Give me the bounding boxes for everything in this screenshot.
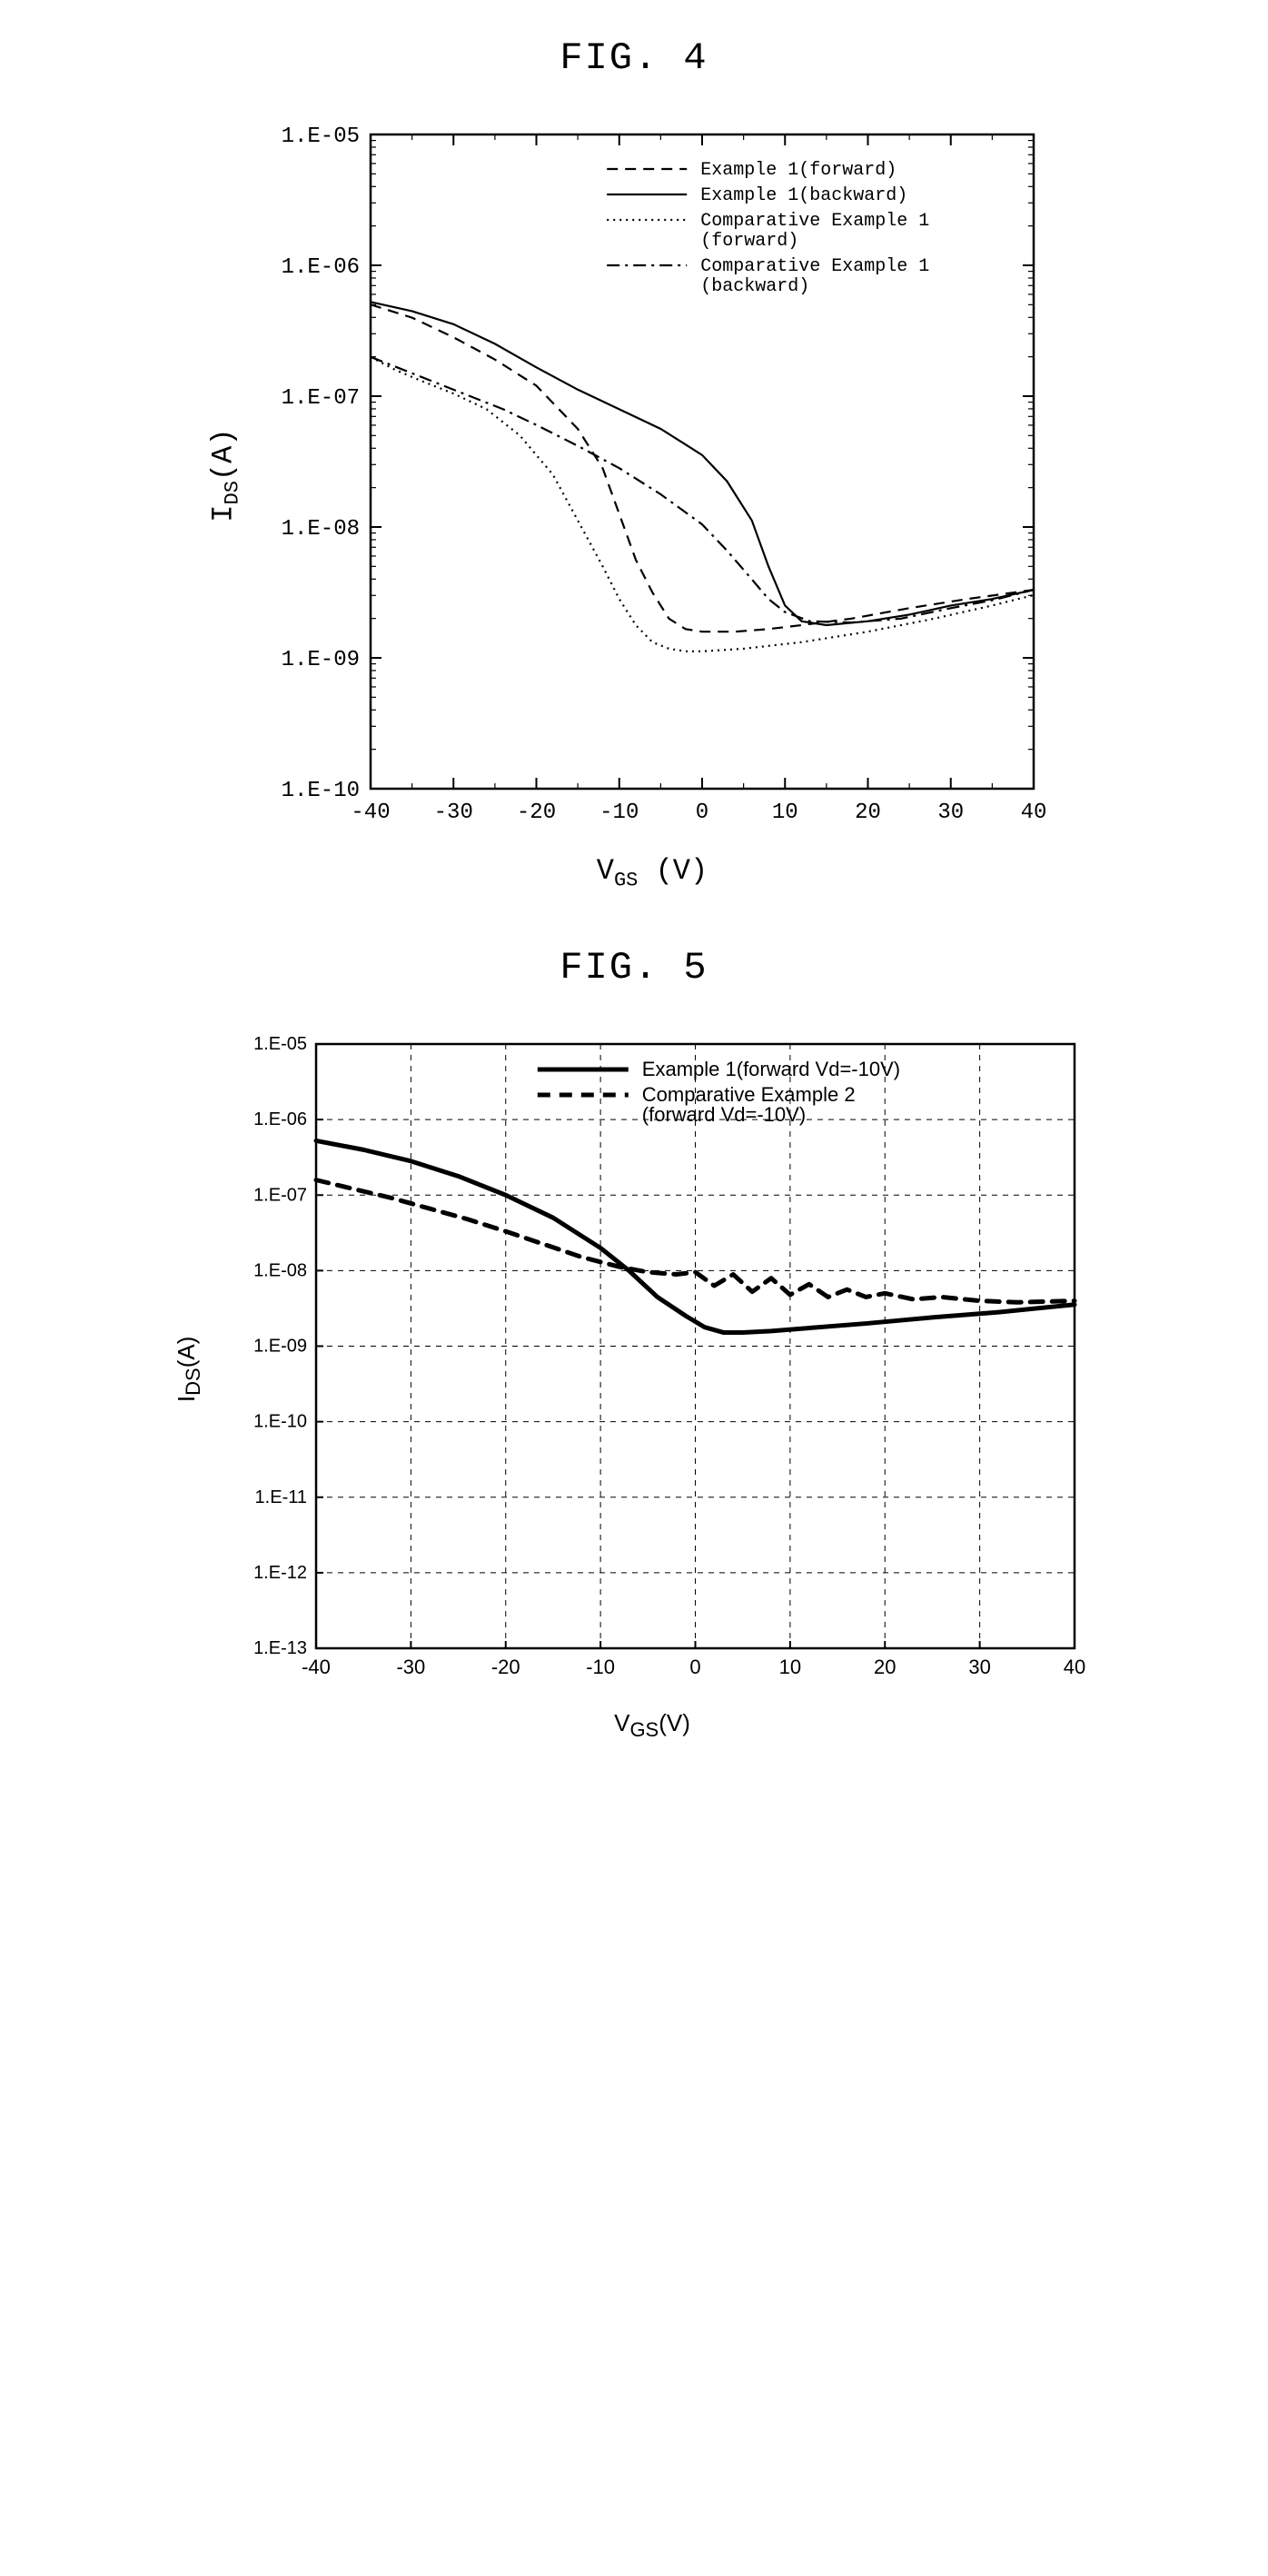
svg-text:-40: -40	[302, 1656, 331, 1678]
svg-text:20: 20	[874, 1656, 896, 1678]
svg-text:-30: -30	[434, 801, 473, 825]
svg-text:1.E-06: 1.E-06	[253, 1110, 307, 1130]
svg-text:-10: -10	[586, 1656, 615, 1678]
fig5-chart: IDS(A) 1.E-131.E-121.E-111.E-101.E-091.E…	[171, 1026, 1097, 1742]
svg-text:-40: -40	[351, 801, 390, 825]
svg-text:30: 30	[968, 1656, 990, 1678]
svg-text:1.E-05: 1.E-05	[282, 124, 360, 149]
svg-text:40: 40	[1021, 801, 1047, 825]
fig4-ylabel: IDS(A)	[206, 486, 243, 522]
svg-text:1.E-07: 1.E-07	[282, 386, 360, 411]
fig4-title: FIG. 4	[560, 36, 708, 80]
svg-text:10: 10	[779, 1656, 801, 1678]
svg-text:1.E-10: 1.E-10	[282, 779, 360, 803]
svg-text:0: 0	[689, 1656, 700, 1678]
svg-text:Example 1(forward Vd=-10V): Example 1(forward Vd=-10V)	[642, 1058, 900, 1080]
svg-text:1.E-13: 1.E-13	[253, 1638, 307, 1658]
svg-text:40: 40	[1064, 1656, 1085, 1678]
svg-text:1.E-10: 1.E-10	[253, 1412, 307, 1432]
svg-text:1.E-09: 1.E-09	[253, 1337, 307, 1357]
svg-text:1.E-05: 1.E-05	[253, 1034, 307, 1054]
fig4-svg: 1.E-10 1.E-09 1.E-08 1.E-07 1.E-06 1.E-05 -40 -…	[243, 116, 1061, 843]
svg-text:-10: -10	[599, 801, 639, 825]
svg-text:1.E-12: 1.E-12	[253, 1563, 307, 1583]
fig4-chart: IDS(A) 1.E-101.E-091.E-081.E-071.E-061.E…	[207, 116, 1061, 891]
svg-text:10: 10	[772, 801, 798, 825]
fig5-svg: 1.E-13 1.E-12 1.E-11 1.E-10 1.E-09 1.E-08 1.E-…	[207, 1026, 1097, 1698]
svg-text:30: 30	[937, 801, 964, 825]
svg-text:1.E-07: 1.E-07	[253, 1186, 307, 1206]
svg-text:Example 1(forward): Example 1(forward)	[700, 160, 897, 181]
svg-text:Example 1(backward): Example 1(backward)	[700, 185, 907, 206]
svg-text:-20: -20	[491, 1656, 520, 1678]
svg-text:1.E-08: 1.E-08	[253, 1261, 307, 1281]
fig5-ylabel: IDS(A)	[173, 1366, 205, 1402]
svg-text:0: 0	[696, 801, 708, 825]
fig4-xlabel: VGS (V)	[243, 854, 1061, 891]
svg-text:-30: -30	[396, 1656, 425, 1678]
svg-text:1.E-09: 1.E-09	[282, 648, 360, 672]
figure-5: FIG. 5 IDS(A) 1.E-131.E-121.E-111.E-101.…	[171, 946, 1097, 1742]
fig5-title: FIG. 5	[560, 946, 708, 990]
svg-text:-20: -20	[517, 801, 556, 825]
svg-text:20: 20	[855, 801, 881, 825]
fig5-xlabel: VGS(V)	[207, 1709, 1097, 1742]
svg-text:1.E-08: 1.E-08	[282, 517, 360, 542]
figure-4: FIG. 4 IDS(A) 1.E-101.E-091.E-081.E-071.…	[207, 36, 1061, 891]
svg-text:1.E-06: 1.E-06	[282, 255, 360, 280]
svg-text:1.E-11: 1.E-11	[255, 1487, 307, 1507]
